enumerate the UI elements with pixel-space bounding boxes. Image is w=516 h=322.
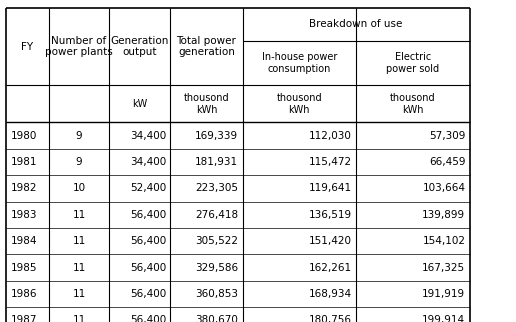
Text: 52,400: 52,400 <box>130 183 166 194</box>
Text: 11: 11 <box>72 289 86 299</box>
Text: 9: 9 <box>76 130 82 141</box>
Text: 380,670: 380,670 <box>196 315 238 322</box>
Text: 151,420: 151,420 <box>309 236 352 246</box>
Text: 1986: 1986 <box>10 289 37 299</box>
Text: 115,472: 115,472 <box>309 157 352 167</box>
Text: 1985: 1985 <box>10 262 37 273</box>
Text: 11: 11 <box>72 210 86 220</box>
Text: 10: 10 <box>72 183 86 194</box>
Text: 1981: 1981 <box>10 157 37 167</box>
Text: 11: 11 <box>72 262 86 273</box>
Text: 168,934: 168,934 <box>309 289 352 299</box>
Text: 191,919: 191,919 <box>422 289 465 299</box>
Text: Number of
power plants: Number of power plants <box>45 36 113 58</box>
Text: 66,459: 66,459 <box>429 157 465 167</box>
Text: 360,853: 360,853 <box>196 289 238 299</box>
Text: 11: 11 <box>72 315 86 322</box>
Text: thousond
kWh: thousond kWh <box>184 93 229 115</box>
Text: 57,309: 57,309 <box>429 130 465 141</box>
Text: 154,102: 154,102 <box>423 236 465 246</box>
Text: 9: 9 <box>76 157 82 167</box>
Text: 223,305: 223,305 <box>196 183 238 194</box>
Text: 34,400: 34,400 <box>130 157 166 167</box>
Text: 1987: 1987 <box>10 315 37 322</box>
Text: 167,325: 167,325 <box>422 262 465 273</box>
Text: 169,339: 169,339 <box>195 130 238 141</box>
Text: 56,400: 56,400 <box>130 236 166 246</box>
Text: 56,400: 56,400 <box>130 289 166 299</box>
Text: 162,261: 162,261 <box>309 262 352 273</box>
Text: 180,756: 180,756 <box>309 315 352 322</box>
Text: 56,400: 56,400 <box>130 262 166 273</box>
Text: 56,400: 56,400 <box>130 210 166 220</box>
Text: 1983: 1983 <box>10 210 37 220</box>
Text: 56,400: 56,400 <box>130 315 166 322</box>
Text: 276,418: 276,418 <box>195 210 238 220</box>
Text: thousond
kWh: thousond kWh <box>390 93 436 115</box>
Text: 329,586: 329,586 <box>195 262 238 273</box>
Text: 112,030: 112,030 <box>309 130 352 141</box>
Text: In-house power
consumption: In-house power consumption <box>262 52 337 74</box>
Text: 136,519: 136,519 <box>309 210 352 220</box>
Text: 119,641: 119,641 <box>309 183 352 194</box>
Text: Generation
output: Generation output <box>110 36 169 58</box>
Text: 1980: 1980 <box>10 130 37 141</box>
Text: 1982: 1982 <box>10 183 37 194</box>
Text: Breakdown of use: Breakdown of use <box>310 19 402 29</box>
Text: 305,522: 305,522 <box>196 236 238 246</box>
Text: 139,899: 139,899 <box>422 210 465 220</box>
Text: 11: 11 <box>72 236 86 246</box>
Text: 1984: 1984 <box>10 236 37 246</box>
Text: Electric
power sold: Electric power sold <box>386 52 439 74</box>
Text: FY: FY <box>21 42 34 52</box>
Text: 103,664: 103,664 <box>423 183 465 194</box>
Text: kW: kW <box>132 99 148 109</box>
Text: Total power
generation: Total power generation <box>176 36 236 58</box>
Text: thousond
kWh: thousond kWh <box>277 93 322 115</box>
Text: 181,931: 181,931 <box>195 157 238 167</box>
Text: 199,914: 199,914 <box>422 315 465 322</box>
Text: 34,400: 34,400 <box>130 130 166 141</box>
